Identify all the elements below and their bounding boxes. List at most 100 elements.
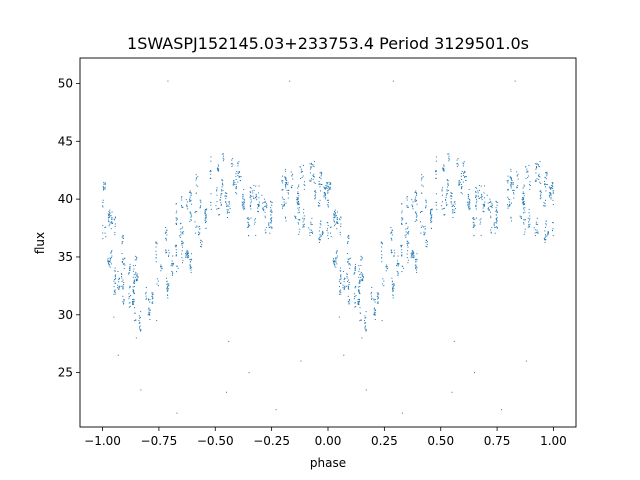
data-point: [327, 192, 329, 194]
data-point: [544, 183, 546, 185]
data-point: [160, 270, 162, 272]
data-point: [298, 203, 300, 205]
data-point: [335, 222, 337, 224]
data-point: [406, 197, 408, 199]
data-point: [121, 273, 123, 275]
data-point: [190, 214, 192, 216]
data-point: [524, 211, 526, 213]
data-point: [122, 241, 124, 243]
data-point: [416, 194, 418, 196]
data-point: [175, 217, 177, 219]
y-tick-label: 25: [58, 366, 73, 380]
data-point: [148, 313, 150, 315]
data-point: [135, 256, 137, 258]
data-point: [297, 198, 299, 200]
data-point: [416, 203, 418, 205]
data-point: [190, 212, 192, 214]
data-point: [551, 182, 553, 184]
data-point: [217, 168, 219, 170]
data-point: [494, 226, 496, 228]
data-point: [393, 255, 395, 257]
data-point: [155, 261, 157, 263]
data-point: [336, 257, 338, 259]
data-point: [461, 187, 463, 189]
data-point: [359, 320, 361, 322]
data-point: [266, 207, 268, 209]
data-point: [226, 206, 228, 208]
data-point: [447, 186, 448, 188]
data-point: [393, 283, 395, 285]
data-point: [246, 217, 248, 219]
data-point: [481, 195, 483, 197]
data-point: [308, 227, 310, 229]
data-point: [333, 210, 335, 212]
data-point: [135, 337, 137, 339]
data-point: [182, 262, 183, 264]
data-point: [464, 176, 466, 178]
data-point: [133, 282, 135, 284]
data-point: [107, 219, 109, 221]
data-point: [133, 299, 135, 301]
data-point: [303, 226, 305, 228]
data-point: [522, 197, 524, 199]
data-point: [464, 171, 466, 173]
data-point: [523, 186, 525, 188]
data-point: [204, 222, 206, 224]
data-point: [185, 199, 187, 201]
data-point: [381, 257, 383, 259]
data-point: [549, 193, 551, 195]
data-point: [450, 201, 452, 203]
data-point: [358, 282, 360, 284]
data-point: [149, 314, 151, 316]
data-point: [221, 189, 223, 191]
data-point: [179, 236, 181, 238]
data-point: [283, 201, 285, 203]
data-point: [340, 276, 342, 278]
data-point: [422, 185, 424, 187]
data-point: [490, 200, 492, 202]
data-point: [284, 183, 286, 185]
data-point: [333, 262, 335, 264]
data-point: [510, 202, 512, 204]
data-point: [529, 218, 531, 220]
data-point: [225, 201, 227, 203]
data-point: [210, 193, 212, 195]
data-point: [551, 229, 553, 231]
data-point: [222, 189, 224, 191]
data-point: [167, 286, 169, 288]
data-point: [231, 165, 233, 167]
data-point: [544, 186, 546, 188]
data-point: [517, 173, 519, 175]
data-point: [528, 212, 530, 214]
data-point: [523, 222, 525, 224]
data-point: [435, 178, 437, 180]
data-point: [129, 302, 131, 304]
data-point: [220, 204, 222, 206]
data-point: [105, 226, 107, 228]
data-point: [139, 317, 141, 319]
data-point: [543, 204, 545, 206]
data-point: [251, 190, 253, 192]
data-point: [190, 200, 192, 202]
data-point: [416, 253, 418, 255]
data-point: [151, 294, 153, 296]
data-point: [133, 300, 135, 302]
data-point: [441, 201, 443, 203]
data-point: [168, 249, 170, 251]
data-point: [347, 261, 349, 263]
data-point: [295, 217, 297, 219]
data-point: [398, 264, 400, 266]
data-point: [195, 179, 197, 181]
data-point: [358, 301, 360, 303]
data-point: [129, 269, 131, 271]
data-point: [343, 354, 345, 356]
data-point: [335, 261, 337, 263]
data-point: [253, 184, 255, 186]
data-point: [328, 183, 330, 185]
data-point: [243, 201, 245, 203]
data-point: [359, 282, 361, 284]
data-point: [421, 184, 423, 186]
data-point: [258, 205, 260, 207]
data-point: [118, 277, 120, 279]
data-point: [397, 263, 399, 265]
